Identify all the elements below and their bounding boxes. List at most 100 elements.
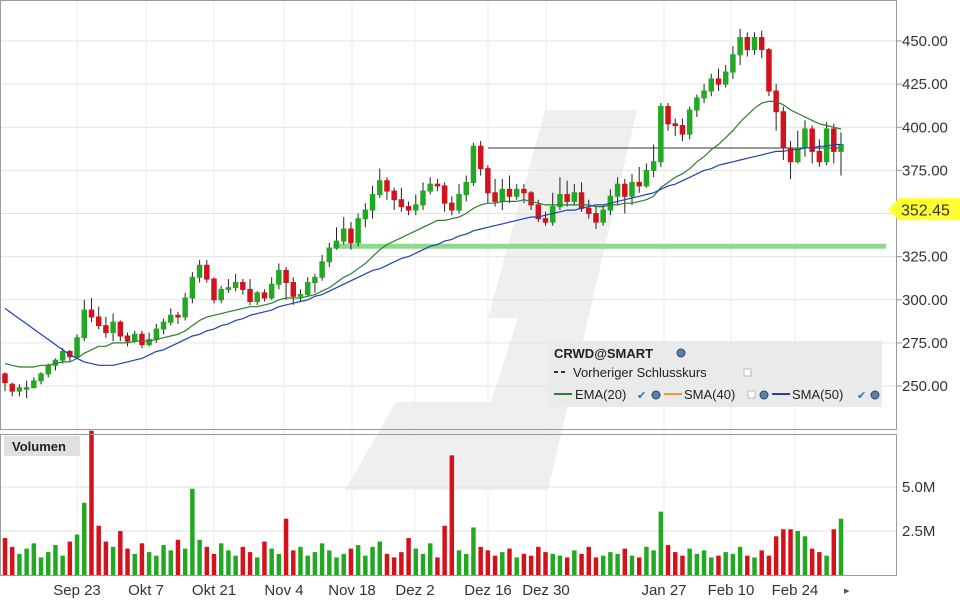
volume-bar: [211, 553, 217, 575]
scroll-right-icon[interactable]: ▸: [844, 585, 850, 597]
candle-body: [766, 49, 772, 92]
legend-ema-settings-icon[interactable]: [651, 390, 661, 400]
candle-body: [528, 192, 534, 206]
volume-bar: [420, 553, 426, 575]
candle-body: [103, 325, 109, 334]
candle-body: [218, 288, 224, 301]
candle-body: [117, 321, 124, 337]
candle-body: [470, 145, 477, 183]
volume-bar: [492, 555, 498, 575]
ema20-line: [4, 100, 842, 368]
legend-prevclose-checkbox[interactable]: [743, 368, 752, 377]
volume-bar: [629, 555, 635, 575]
candle-body: [297, 294, 304, 297]
candle-body: [636, 181, 642, 187]
candle-body: [16, 387, 23, 392]
price-tick-label: 300.00: [902, 292, 948, 309]
legend-sma40-settings-icon[interactable]: [759, 390, 769, 400]
time-axis-labels: Sep 23 Okt 7 Okt 21 Nov 4 Nov 18 Dez 2 Dez 16 D…: [53, 582, 818, 599]
candle-body: [384, 180, 390, 192]
candle-body: [578, 192, 585, 209]
volume-title: Volumen: [12, 439, 66, 454]
candle-body: [240, 282, 246, 290]
volume-bar: [168, 550, 173, 575]
candle-body: [686, 109, 693, 135]
time-tick-label: Dez 2: [395, 582, 434, 599]
volume-bar: [809, 548, 815, 575]
candle-body: [362, 209, 369, 220]
candle-body: [211, 278, 217, 301]
volume-bar: [377, 541, 382, 575]
candle-body: [74, 337, 80, 358]
volume-bar: [399, 552, 404, 575]
candle-body: [730, 54, 736, 73]
volume-bar: [125, 548, 130, 575]
volume-bar: [600, 555, 606, 575]
volume-bar: [226, 550, 231, 575]
candle-body: [715, 78, 722, 85]
candle-body: [795, 147, 801, 163]
volume-bar: [687, 548, 692, 575]
volume-bar: [824, 555, 829, 575]
volume-bar: [644, 546, 649, 575]
candle-body: [182, 297, 188, 318]
time-tick-label: Feb 10: [708, 582, 755, 599]
candle-body: [737, 37, 743, 56]
candle-body: [650, 161, 657, 171]
legend-symbol-settings-icon[interactable]: [676, 348, 686, 358]
candle-body: [88, 309, 95, 318]
legend-ema-label: EMA(20): [575, 387, 626, 402]
volume-bar: [247, 552, 253, 575]
volume-bar: [723, 552, 728, 575]
time-tick-label: Nov 4: [264, 582, 303, 599]
volume-bar: [146, 552, 152, 575]
volume-bar: [514, 557, 519, 575]
volume-bar: [53, 545, 58, 575]
candle-body: [802, 128, 808, 149]
candle-body: [38, 373, 44, 382]
candle-body: [124, 335, 131, 342]
time-tick-label: Feb 24: [772, 582, 819, 599]
volume-bar: [427, 543, 433, 575]
volume-bar: [391, 557, 397, 575]
candle-body: [189, 276, 196, 299]
volume-bar: [536, 546, 541, 575]
volume-bar: [572, 550, 577, 575]
volume-bar: [103, 541, 109, 575]
volume-bar: [543, 552, 548, 575]
candle-body: [31, 380, 37, 389]
legend-ema-check-icon[interactable]: ✔: [637, 390, 646, 402]
candle-body: [521, 188, 527, 194]
legend-sma50-check-icon[interactable]: ✔: [857, 390, 866, 402]
legend-prevclose-label: Vorheriger Schlusskurs: [573, 365, 707, 380]
volume-bar: [730, 553, 736, 575]
volume-bar: [665, 545, 671, 575]
candle-body: [413, 204, 419, 211]
candle-body: [326, 247, 333, 263]
candle-body: [340, 228, 347, 242]
candle-body: [600, 209, 606, 223]
candle-body: [369, 194, 376, 211]
price-tick-label: 325.00: [902, 249, 948, 266]
volume-bar: [9, 546, 15, 575]
volume-bar: [636, 557, 642, 575]
volume-bar: [255, 557, 260, 575]
legend-sma50-settings-icon[interactable]: [870, 390, 880, 400]
candle-body: [9, 383, 15, 392]
volume-title-bg: [4, 436, 80, 456]
volume-bar: [802, 536, 808, 575]
legend-sma40-checkbox[interactable]: [747, 390, 756, 399]
volume-bar: [218, 543, 224, 575]
candle-body: [614, 183, 621, 197]
candle-body: [175, 314, 181, 318]
candle-body: [708, 78, 715, 92]
volume-bar: [831, 529, 837, 575]
volume-bar: [759, 550, 764, 575]
volume-bar: [60, 555, 65, 575]
volume-bar: [363, 555, 368, 575]
candle-body: [485, 168, 491, 194]
candle-body: [81, 309, 88, 339]
candle-body: [787, 147, 794, 163]
volume-bar: [96, 525, 101, 575]
